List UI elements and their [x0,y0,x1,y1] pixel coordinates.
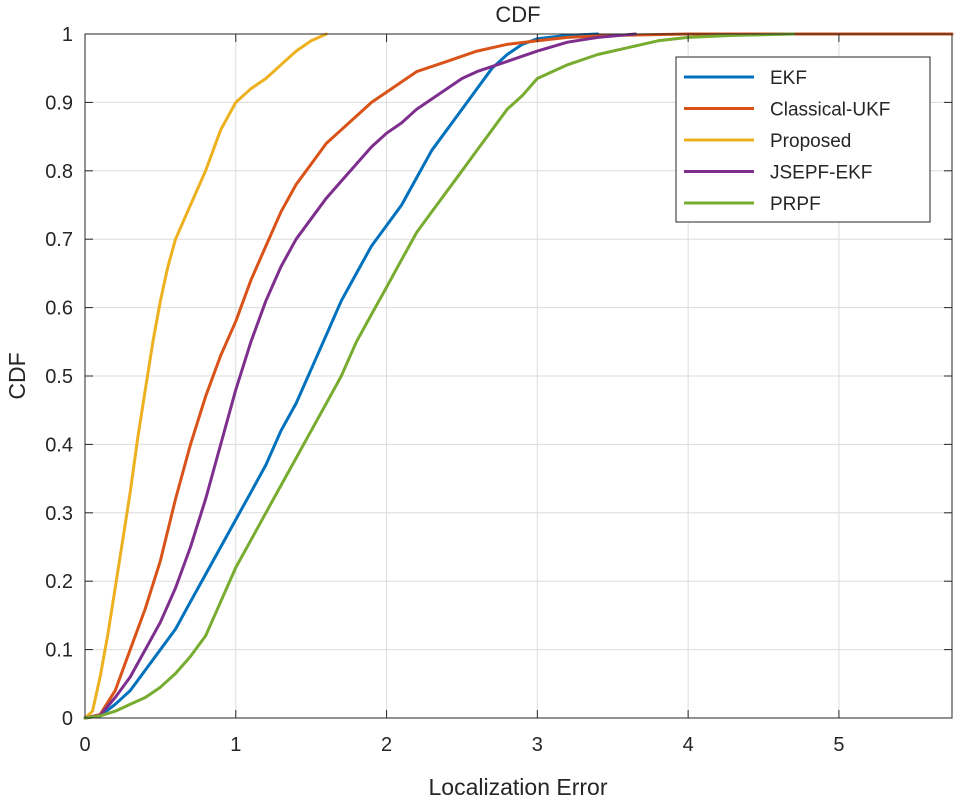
x-tick-label: 4 [683,734,694,756]
x-tick-label: 1 [230,734,241,756]
series-layer [83,32,954,720]
y-tick-label: 0.7 [45,229,73,251]
series-line-ekf [83,32,600,720]
y-tick-label: 0.8 [45,161,73,183]
y-tick-label: 0.1 [45,640,73,662]
series-line-prpf [83,32,796,720]
y-axis-label: CDF [4,352,30,399]
series-line-proposed [83,32,328,720]
chart-title: CDF [495,2,540,27]
y-tick-label: 0.9 [45,92,73,114]
legend-label-jsepf-ekf: JSEPF-EKF [770,163,872,184]
legend: EKF Classical-UKF Proposed JSEPF-EKF PRPF [675,56,931,223]
y-tick-label: 0.3 [45,503,73,525]
y-tick-label: 0 [62,708,73,730]
y-tick-label: 0.6 [45,298,73,320]
legend-label-ekf: EKF [770,68,807,89]
legend-label-proposed: Proposed [770,131,851,152]
y-tick-label: 1 [62,24,73,46]
series-line-classical-ukf [83,32,954,720]
x-axis-label: Localization Error [429,774,608,799]
y-tick-label: 0.4 [45,434,73,456]
x-tick-label: 5 [833,734,844,756]
x-tick-label: 3 [532,734,543,756]
y-tick-label: 0.5 [45,366,73,388]
legend-label-classical-ukf: Classical-UKF [770,100,890,121]
ticks: 0 1 2 3 4 5 0 0.1 0.2 0.3 0.4 0.5 0.6 0.7 0.8 0.9 1 [45,24,952,756]
y-tick-label: 0.2 [45,571,73,593]
x-tick-label: 0 [79,734,90,756]
legend-label-prpf: PRPF [770,194,821,215]
x-tick-label: 2 [381,734,392,756]
series-line-jsepf-ekf [83,32,637,720]
